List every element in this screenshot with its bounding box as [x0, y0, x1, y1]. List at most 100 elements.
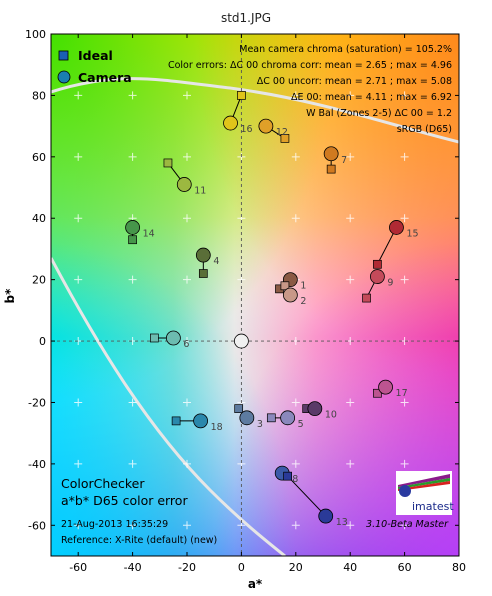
- grid-plus: [400, 214, 409, 223]
- camera-marker: [193, 413, 209, 429]
- ideal-marker: [198, 269, 208, 278]
- ideal-marker: [163, 158, 173, 168]
- patch-14: 14: [125, 220, 155, 245]
- camera-marker: [223, 115, 238, 131]
- info-version: 3.10-Beta Master: [366, 519, 449, 530]
- x-tick-label: 40: [343, 561, 357, 574]
- info-title: ColorChecker: [61, 476, 145, 491]
- grid-plus: [346, 214, 355, 223]
- y-tick-label: 40: [32, 212, 46, 225]
- y-tick-label: 80: [32, 89, 46, 102]
- ideal-marker: [362, 293, 371, 303]
- grid-plus: [74, 275, 83, 284]
- patch-10: 10: [302, 401, 337, 421]
- patch-label: 12: [276, 127, 288, 138]
- x-tick-label: 0: [238, 561, 245, 574]
- ideal-marker: [150, 333, 159, 343]
- camera-marker: [378, 379, 393, 395]
- grid-plus: [400, 275, 409, 284]
- grid-plus: [183, 152, 191, 161]
- patch-label: 17: [396, 388, 408, 399]
- grid-plus: [291, 521, 300, 530]
- camera-marker: [318, 508, 334, 524]
- grid-plus: [128, 459, 137, 468]
- patch-label: 4: [213, 256, 219, 267]
- info-block: ColorChecker a*b* D65 color error 21-Aug…: [61, 476, 449, 546]
- grid-plus: [74, 459, 83, 468]
- ideal-marker: [280, 134, 290, 143]
- y-axis: -60 -40 -20 0 20 40 60 80 100: [25, 28, 459, 532]
- patch-neutral: [233, 333, 249, 349]
- y-tick-label: 20: [32, 274, 46, 287]
- x-tick-label: 20: [289, 561, 303, 574]
- patch-label: 1: [300, 281, 306, 292]
- grid-plus: [400, 459, 409, 468]
- grid-plus: [128, 275, 137, 284]
- grid-plus: [183, 521, 191, 530]
- grid-plus: [291, 398, 300, 407]
- stat-dc-uncorr: ΔC 00 uncorr: mean = 2.71 ; max = 5.08: [257, 76, 452, 87]
- stats-block: Mean camera chroma (saturation) = 105.2%…: [168, 44, 452, 135]
- y-tick-label: -20: [28, 396, 46, 409]
- patch-4: 4: [195, 247, 219, 278]
- grid-plus: [183, 398, 191, 407]
- grid-plus: [346, 398, 355, 407]
- legend-camera-swatch: [57, 70, 71, 84]
- patch-17: 17: [373, 379, 408, 399]
- grid-plus: [128, 521, 137, 530]
- ideal-marker: [283, 471, 292, 481]
- imatest-logo: imatest: [396, 471, 454, 515]
- y-tick-label: 100: [25, 28, 46, 41]
- grid-plus: [400, 152, 409, 161]
- patch-label: 2: [300, 296, 306, 307]
- camera-marker: [389, 220, 404, 235]
- ideal-marker: [237, 91, 246, 100]
- zero-lines: [51, 34, 459, 556]
- stat-colorspace: sRGB (D65): [397, 124, 452, 135]
- camera-marker: [282, 287, 298, 303]
- camera-marker: [323, 146, 339, 162]
- legend-camera-label: Camera: [78, 70, 132, 85]
- patch-11: 11: [163, 158, 206, 196]
- legend-ideal-label: Ideal: [78, 48, 113, 63]
- x-tick-label: -40: [124, 561, 142, 574]
- patch-label: 5: [298, 419, 304, 430]
- patch-16: 16: [223, 91, 253, 135]
- page-title: std1.JPG: [221, 11, 271, 25]
- ideal-marker: [373, 259, 382, 269]
- grid-plus: [74, 214, 83, 223]
- camera-marker: [280, 410, 296, 426]
- grid-plus: [346, 275, 355, 284]
- x-axis: -60 -40 -20 0 20 40 60 80: [69, 34, 466, 574]
- info-subtitle: a*b* D65 color error: [61, 493, 188, 508]
- grid-plus: [74, 398, 83, 407]
- grid-plus: [74, 521, 83, 530]
- y-axis-title: b*: [3, 288, 17, 304]
- y-tick-label: -40: [28, 458, 46, 471]
- grid-plus: [74, 152, 83, 161]
- grid-plus: [183, 214, 191, 223]
- patch-2: 2: [280, 281, 306, 307]
- x-tick-label: 60: [398, 561, 412, 574]
- patch-label: 13: [336, 517, 348, 528]
- grid-plus: [346, 152, 355, 161]
- patch-13: 13: [283, 471, 348, 528]
- patch-label: 6: [183, 339, 189, 350]
- grid-plus: [128, 398, 137, 407]
- patch-label: 7: [341, 155, 347, 166]
- grid-plus: [400, 521, 409, 530]
- patch-label: 11: [194, 185, 206, 196]
- camera-marker: [307, 401, 323, 417]
- y-tick-label: 60: [32, 151, 46, 164]
- camera-marker: [233, 333, 249, 349]
- camera-marker: [125, 220, 141, 235]
- camera-marker: [176, 177, 192, 192]
- x-tick-label: -20: [178, 561, 196, 574]
- y-tick-label: 0: [39, 335, 46, 348]
- grid-plus: [183, 91, 191, 100]
- logo-text: imatest: [412, 500, 454, 513]
- patch-7: 7: [323, 146, 347, 174]
- gamut-boundary-left: [51, 257, 286, 556]
- patch-label: 18: [211, 422, 223, 433]
